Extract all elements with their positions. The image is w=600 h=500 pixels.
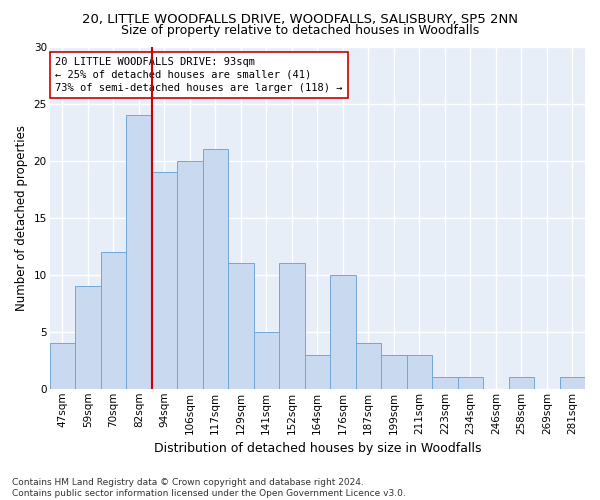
Bar <box>356 343 381 389</box>
Bar <box>305 354 330 389</box>
Bar <box>381 354 407 389</box>
Bar <box>75 286 101 389</box>
Bar <box>330 274 356 389</box>
Bar <box>177 160 203 389</box>
Text: 20, LITTLE WOODFALLS DRIVE, WOODFALLS, SALISBURY, SP5 2NN: 20, LITTLE WOODFALLS DRIVE, WOODFALLS, S… <box>82 12 518 26</box>
Text: 20 LITTLE WOODFALLS DRIVE: 93sqm
← 25% of detached houses are smaller (41)
73% o: 20 LITTLE WOODFALLS DRIVE: 93sqm ← 25% o… <box>55 57 343 93</box>
Bar <box>228 264 254 389</box>
Y-axis label: Number of detached properties: Number of detached properties <box>15 124 28 310</box>
Bar <box>152 172 177 389</box>
Bar <box>254 332 279 389</box>
Text: Contains HM Land Registry data © Crown copyright and database right 2024.
Contai: Contains HM Land Registry data © Crown c… <box>12 478 406 498</box>
Text: Size of property relative to detached houses in Woodfalls: Size of property relative to detached ho… <box>121 24 479 37</box>
Bar <box>432 378 458 389</box>
Bar <box>203 149 228 389</box>
Bar <box>458 378 483 389</box>
Bar <box>407 354 432 389</box>
Bar <box>50 343 75 389</box>
Bar <box>101 252 126 389</box>
Bar <box>279 264 305 389</box>
Bar <box>509 378 534 389</box>
X-axis label: Distribution of detached houses by size in Woodfalls: Distribution of detached houses by size … <box>154 442 481 455</box>
Bar <box>560 378 585 389</box>
Bar <box>126 115 152 389</box>
